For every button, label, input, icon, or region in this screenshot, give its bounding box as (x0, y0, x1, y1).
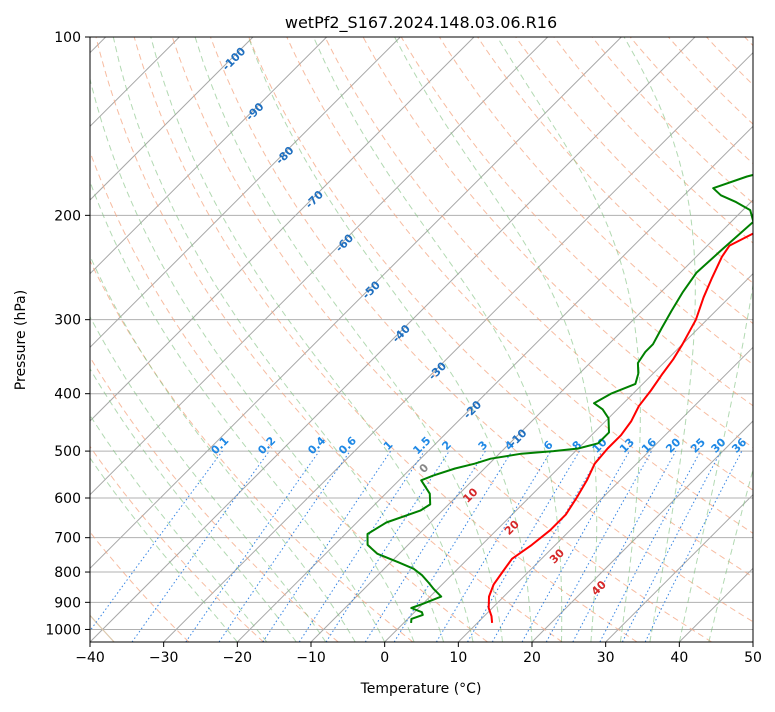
chart-title: wetPf2_S167.2024.148.03.06.R16 (285, 13, 557, 33)
y-tick-label: 100 (54, 30, 81, 46)
y-tick-label: 800 (54, 565, 81, 581)
x-tick-label: 20 (523, 650, 541, 666)
x-axis-label: Temperature (°C) (360, 681, 482, 697)
y-tick-label: 600 (54, 491, 81, 507)
x-tick-label: −10 (296, 650, 326, 666)
y-axis-label: Pressure (hPa) (13, 290, 29, 390)
x-tick-label: 10 (449, 650, 467, 666)
y-tick-label: 400 (54, 387, 81, 403)
x-tick-label: 0 (380, 650, 389, 666)
y-tick-label: 500 (54, 444, 81, 460)
y-tick-label: 300 (54, 313, 81, 329)
x-tick-label: 30 (597, 650, 615, 666)
y-tick-label: 200 (54, 208, 81, 224)
x-tick-label: 40 (670, 650, 688, 666)
y-tick-label: 1000 (45, 622, 81, 638)
x-tick-label: −20 (223, 650, 253, 666)
x-tick-label: −30 (149, 650, 179, 666)
y-tick-label: 900 (54, 595, 81, 611)
y-tick-label: 700 (54, 531, 81, 547)
x-tick-label: −40 (75, 650, 105, 666)
x-tick-label: 50 (744, 650, 762, 666)
